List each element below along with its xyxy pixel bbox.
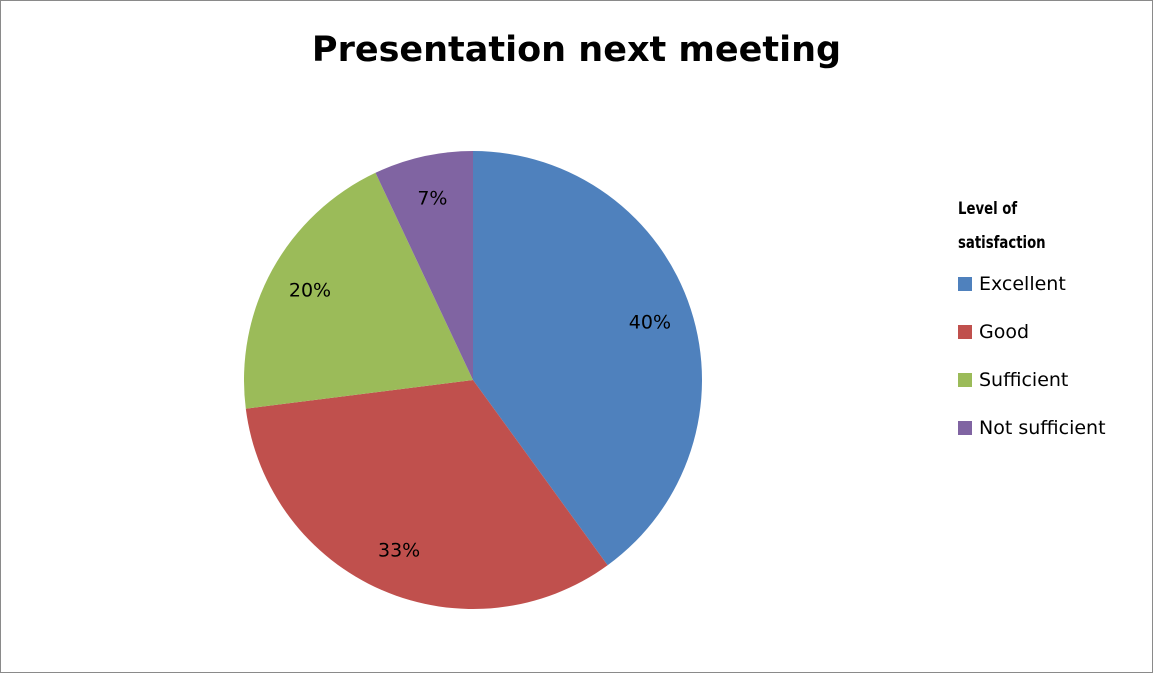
pie-slice-good: [245, 380, 608, 609]
legend: Level of satisfaction Excellent Good Suffi…: [958, 192, 1148, 464]
legend-item-sufficient: Sufficient: [958, 368, 1148, 392]
legend-item-good: Good: [958, 320, 1148, 344]
legend-swatch: [958, 325, 972, 339]
legend-title-line1: Level of: [958, 199, 1018, 219]
legend-label: Excellent: [979, 273, 1066, 295]
legend-items: Excellent Good Sufficient Not sufficient: [958, 272, 1148, 440]
legend-label: Sufficient: [979, 369, 1069, 391]
pie-slice-sufficient: [244, 172, 473, 409]
legend-swatch: [958, 373, 972, 387]
legend-item-excellent: Excellent: [958, 272, 1148, 296]
legend-label: Good: [979, 321, 1030, 343]
pie-slice-not-sufficient: [375, 151, 473, 380]
slice-label-sufficient: 20%: [289, 279, 331, 301]
legend-swatch: [958, 277, 972, 291]
slice-label-excellent: 40%: [629, 312, 671, 334]
legend-swatch: [958, 421, 972, 435]
pie-slice-excellent: [473, 151, 703, 566]
slice-label-not-sufficient: 7%: [417, 187, 447, 209]
slice-label-good: 33%: [378, 540, 420, 562]
chart-title: Presentation next meeting: [311, 30, 842, 70]
legend-title: Level of satisfaction: [958, 192, 1052, 260]
legend-label: Not sufficient: [979, 417, 1106, 439]
legend-title-line2: satisfaction: [958, 233, 1046, 253]
legend-item-not-sufficient: Not sufficient: [958, 416, 1148, 440]
